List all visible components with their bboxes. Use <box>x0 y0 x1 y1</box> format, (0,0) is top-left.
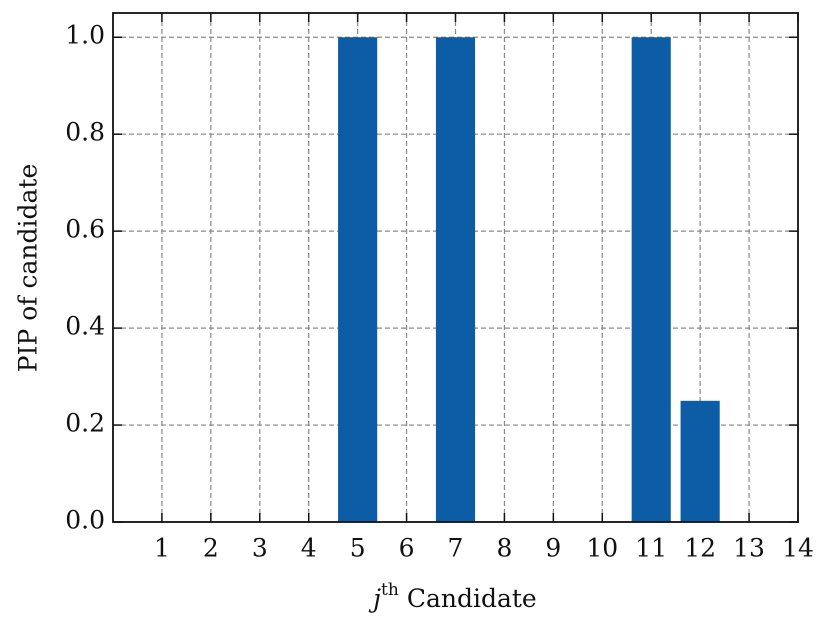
bar <box>435 37 476 522</box>
x-tick-label: 9 <box>545 534 561 563</box>
x-label-var: j <box>368 584 381 613</box>
x-tick-label: 3 <box>252 534 268 563</box>
x-tick-label: 10 <box>586 534 618 563</box>
bar <box>680 400 720 522</box>
y-tick-label: 0.8 <box>65 118 105 147</box>
x-tick-label: 1 <box>154 534 170 563</box>
bar <box>338 37 378 522</box>
x-tick-label: 4 <box>301 534 317 563</box>
plot-frame <box>112 12 799 523</box>
y-axis-label: PIP of candidate <box>14 164 43 372</box>
y-tick-label: 0.4 <box>65 312 105 341</box>
y-tick-label: 1.0 <box>65 21 105 50</box>
x-tick-label: 2 <box>203 534 219 563</box>
y-tick-label: 0.2 <box>65 409 105 438</box>
y-tick-label: 0.0 <box>65 506 105 535</box>
x-label-sup: th <box>381 580 399 600</box>
x-tick-label: 12 <box>684 534 716 563</box>
x-tick-label: 13 <box>733 534 765 563</box>
x-axis-label: jth Candidate <box>368 580 536 613</box>
x-tick-label: 5 <box>350 534 366 563</box>
x-label-text: Candidate <box>407 584 537 613</box>
x-tick-label: 14 <box>782 534 814 563</box>
bar <box>631 37 671 522</box>
x-tick-label: 7 <box>448 534 464 563</box>
y-tick-label: 0.6 <box>65 215 105 244</box>
x-tick-label: 11 <box>635 534 667 563</box>
x-tick-label: 8 <box>496 534 512 563</box>
x-tick-label: 6 <box>399 534 415 563</box>
